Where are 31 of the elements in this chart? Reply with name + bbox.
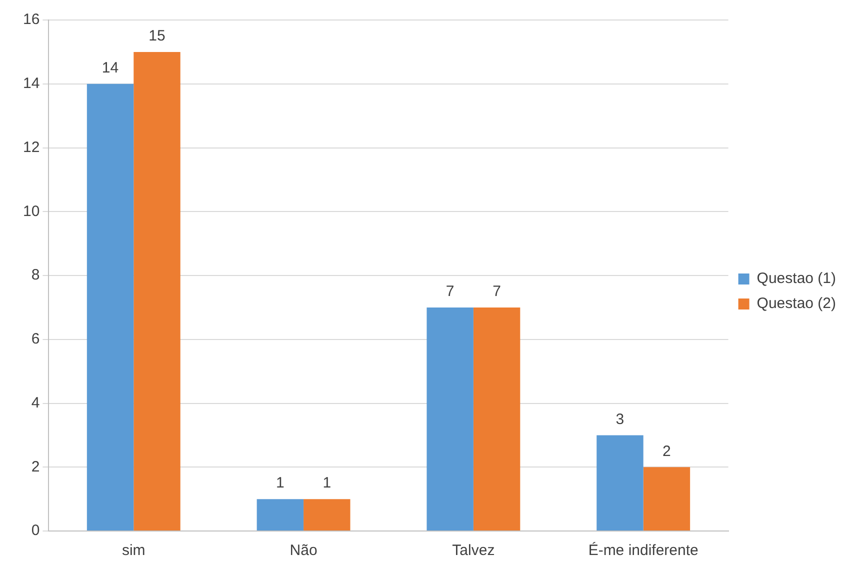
y-tick-label: 8 <box>31 266 40 284</box>
bar <box>643 467 690 530</box>
data-label: 7 <box>492 283 501 300</box>
data-label: 15 <box>148 28 166 45</box>
y-tick-label: 16 <box>22 11 40 28</box>
data-label: 1 <box>322 474 332 492</box>
bar <box>304 499 350 530</box>
bar <box>256 499 304 530</box>
data-label: 14 <box>102 60 119 77</box>
y-tick-label: 12 <box>22 138 40 156</box>
bar <box>134 52 180 530</box>
data-label: 3 <box>616 410 624 428</box>
x-tick-label: Talvez <box>452 542 495 560</box>
data-label: 1 <box>276 474 284 492</box>
x-tick-label: sim <box>122 542 146 560</box>
y-tick-label: 2 <box>31 458 40 476</box>
y-tick-label: 4 <box>31 394 40 412</box>
x-tick-label: Não <box>290 542 318 560</box>
x-tick-label: É-me indiferente <box>588 541 698 560</box>
bar <box>86 84 134 530</box>
y-tick-label: 14 <box>22 75 40 92</box>
bar <box>596 435 644 530</box>
y-tick-label: 6 <box>31 330 40 348</box>
bar <box>426 307 474 530</box>
bar <box>473 307 520 530</box>
y-tick-label: 10 <box>22 202 40 220</box>
data-label: 7 <box>446 283 454 300</box>
y-tick-label: 0 <box>31 522 40 540</box>
legend-label: Questao (2) <box>756 295 836 312</box>
legend-label: Questao (1) <box>756 270 836 288</box>
data-label: 2 <box>662 442 671 460</box>
